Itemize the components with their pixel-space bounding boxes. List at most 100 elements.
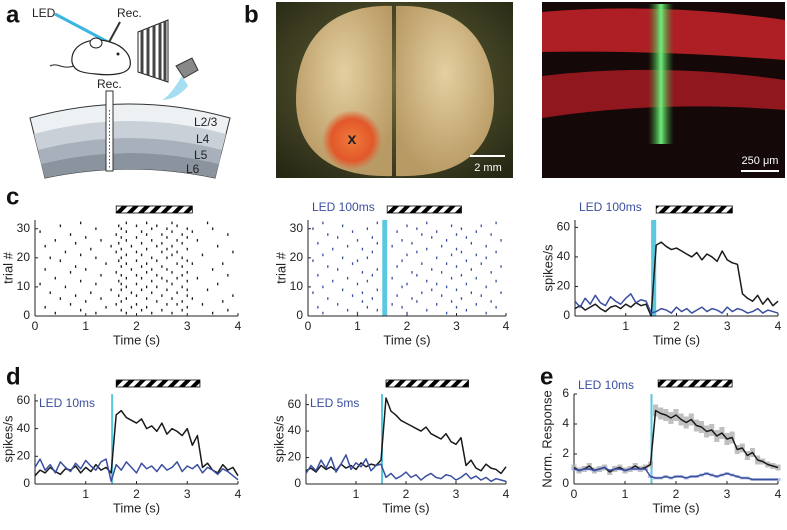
y-tick-label: 6 bbox=[562, 386, 569, 400]
panel-letter: a bbox=[6, 1, 20, 28]
annotation: LED 10ms bbox=[578, 378, 634, 392]
rec-label: Rec. bbox=[97, 77, 122, 91]
y-tick-label: 60 bbox=[557, 220, 571, 234]
scale-label: 2 mm bbox=[474, 162, 502, 174]
x-axis-label: Time (s) bbox=[382, 500, 429, 515]
y-tick-label: 0 bbox=[23, 308, 30, 322]
x-tick-label: 1 bbox=[353, 487, 360, 501]
x-tick-label: 4 bbox=[775, 319, 782, 333]
mouse-eye bbox=[116, 52, 120, 56]
led-fiber bbox=[54, 12, 109, 44]
x-tick-label: 1 bbox=[622, 319, 629, 333]
panel-letter: b bbox=[244, 1, 259, 28]
y-tick-label: 60 bbox=[17, 393, 31, 407]
led-pulse bbox=[651, 220, 657, 316]
y-axis-label: spikes/s bbox=[271, 415, 286, 462]
x-tick-label: 4 bbox=[235, 487, 242, 501]
y-tick-label: 20 bbox=[557, 279, 571, 293]
x-tick-label: 2 bbox=[403, 487, 410, 501]
rec-label: Rec. bbox=[117, 6, 142, 20]
y-tick-label: 10 bbox=[17, 279, 31, 293]
layer-label: L4 bbox=[196, 132, 210, 146]
x-tick-label: 1 bbox=[82, 319, 89, 333]
x-axis-label: Time (s) bbox=[653, 332, 700, 347]
y-tick-label: 0 bbox=[23, 476, 30, 490]
stimulus-bar bbox=[385, 379, 469, 388]
layer-label: L6 bbox=[186, 162, 200, 176]
layer-label: L5 bbox=[194, 148, 208, 162]
y-tick-label: 2 bbox=[562, 446, 569, 460]
y-tick-label: 0 bbox=[562, 476, 569, 490]
y-axis-label: trial # bbox=[273, 251, 288, 284]
panel-letter: e bbox=[540, 363, 553, 390]
x-tick-label: 4 bbox=[503, 319, 510, 333]
series-line bbox=[574, 293, 779, 314]
y-tick-label: 0 bbox=[296, 308, 303, 322]
series-line bbox=[34, 409, 239, 477]
annotation: LED 100ms bbox=[579, 200, 642, 214]
x-tick-label: 0 bbox=[32, 319, 39, 333]
layer-band bbox=[34, 121, 226, 150]
y-tick-label: 40 bbox=[557, 249, 571, 263]
y-tick-label: 0 bbox=[563, 308, 570, 322]
y-tick-label: 20 bbox=[17, 448, 31, 462]
histology-photo: 250 μm bbox=[542, 2, 785, 178]
y-tick-label: 10 bbox=[290, 279, 304, 293]
y-axis-label: spikes/s bbox=[540, 244, 555, 291]
series-line bbox=[34, 458, 239, 482]
mouse-ear bbox=[89, 37, 103, 49]
annotation: LED 10ms bbox=[39, 396, 95, 410]
y-tick-label: 60 bbox=[288, 397, 302, 411]
series-line bbox=[574, 241, 779, 317]
y-tick-label: 30 bbox=[17, 221, 31, 235]
x-axis-label: Time (s) bbox=[383, 332, 430, 347]
x-tick-label: 3 bbox=[453, 319, 460, 333]
x-tick-label: 1 bbox=[622, 487, 629, 501]
grating bbox=[137, 19, 169, 83]
stimulus-bar bbox=[115, 379, 201, 388]
x-tick-label: 1 bbox=[82, 487, 89, 501]
electrode bbox=[107, 21, 121, 45]
x-tick-label: 3 bbox=[184, 319, 191, 333]
stimulus-bar bbox=[386, 205, 462, 214]
brain-photo: x 2 mm bbox=[276, 2, 513, 178]
series-line bbox=[573, 409, 779, 473]
x-tick-label: 3 bbox=[724, 319, 731, 333]
led-pulse bbox=[650, 394, 653, 484]
y-tick-label: 20 bbox=[17, 250, 31, 264]
mouse-tail bbox=[49, 64, 75, 68]
x-tick-label: 2 bbox=[673, 487, 680, 501]
y-tick-label: 20 bbox=[290, 250, 304, 264]
panel-letter: d bbox=[6, 363, 21, 390]
led-label: LED bbox=[32, 6, 56, 20]
annotation: LED 100ms bbox=[312, 200, 375, 214]
y-tick-label: 4 bbox=[562, 416, 569, 430]
x-tick-label: 3 bbox=[724, 487, 731, 501]
series-line bbox=[573, 466, 778, 481]
setup-diagram: LED Rec. Rec. L2/3 L4 L5 L6 bbox=[29, 6, 231, 179]
x-tick-label: 4 bbox=[503, 487, 510, 501]
annotation: LED 5ms bbox=[310, 396, 359, 410]
led-pulse bbox=[382, 220, 388, 316]
y-tick-label: 40 bbox=[288, 423, 302, 437]
x-axis-label: Time (s) bbox=[113, 332, 160, 347]
series-line bbox=[305, 454, 507, 483]
led-pulse bbox=[111, 394, 114, 484]
x-tick-label: 0 bbox=[571, 487, 578, 501]
x-tick-label: 3 bbox=[184, 487, 191, 501]
panel-letter: c bbox=[6, 183, 19, 210]
stimulus-bar bbox=[657, 379, 733, 388]
y-tick-label: 40 bbox=[17, 421, 31, 435]
y-tick-label: 20 bbox=[288, 450, 302, 464]
layer-label: L2/3 bbox=[194, 115, 218, 129]
injection-marker: x bbox=[348, 131, 357, 148]
light-cone bbox=[162, 76, 188, 100]
x-tick-label: 1 bbox=[354, 319, 361, 333]
y-axis-label: Norm. Response bbox=[539, 390, 554, 488]
y-axis-label: trial # bbox=[0, 251, 15, 284]
x-axis-label: Time (s) bbox=[113, 500, 160, 515]
x-tick-label: 0 bbox=[305, 319, 312, 333]
y-tick-label: 30 bbox=[290, 221, 304, 235]
layer-band bbox=[41, 153, 219, 178]
